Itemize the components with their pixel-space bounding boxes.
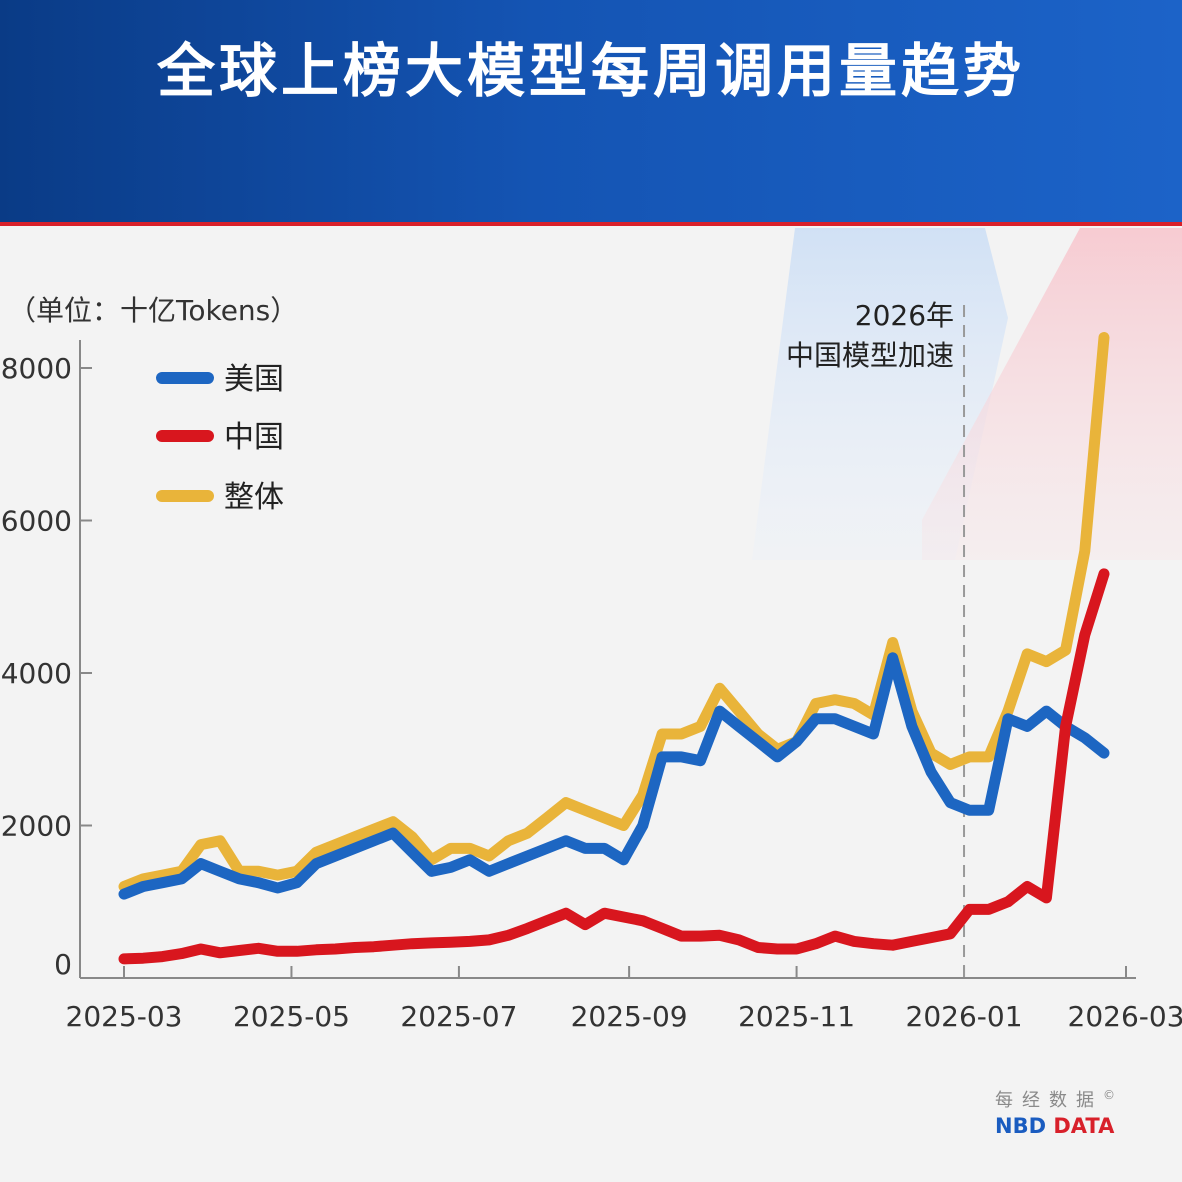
x-tick-label: 2026-01	[906, 1000, 1023, 1033]
x-tick-label: 2025-11	[738, 1000, 855, 1033]
annotation-text: 中国模型加速	[786, 339, 954, 372]
series-line-china	[118, 568, 1110, 965]
brand-logo: 每经数据© NBD DATA	[995, 1086, 1124, 1138]
legend-label: 中国	[224, 420, 284, 455]
annotation-text: 2026年	[855, 299, 954, 332]
legend-label: 美国	[224, 362, 284, 397]
legend-label: 整体	[224, 480, 284, 515]
x-tick-label: 2025-09	[571, 1000, 688, 1033]
brand-en-text: NBD DATA	[995, 1114, 1124, 1138]
y-tick-label: 6000	[1, 505, 72, 538]
brand-data: DATA	[1053, 1114, 1115, 1138]
x-tick-label: 2026-03	[1068, 1000, 1182, 1033]
pink-arrow-band	[922, 228, 1182, 560]
y-tick-label: 8000	[1, 352, 72, 385]
series-line-overall	[118, 332, 1110, 892]
series-line-usa	[118, 652, 1110, 900]
line-chart: 0 2000 4000 6000 8000 2025-03 2025-05 2025-07 20…	[1, 228, 1182, 1033]
copyright-mark: ©	[1103, 1088, 1124, 1102]
x-tick-label: 2025-03	[66, 1000, 183, 1033]
brand-nbd: NBD	[995, 1114, 1047, 1138]
chart-title: 全球上榜大模型每周调用量趋势	[156, 37, 1025, 105]
y-tick-label: 4000	[1, 657, 72, 690]
x-tick-label: 2025-05	[233, 1000, 350, 1033]
y-tick-label: 2000	[1, 810, 72, 843]
brand-cn-text: 每经数据©	[995, 1088, 1124, 1111]
x-tick-label: 2025-07	[400, 1000, 517, 1033]
highlight-bands	[752, 228, 1182, 560]
header-banner: 全球上榜大模型每周调用量趋势	[0, 0, 1182, 226]
unit-label: （单位：十亿Tokens）	[8, 294, 298, 327]
y-tick-label: 0	[54, 948, 72, 981]
blue-arrow-band	[752, 228, 1008, 560]
